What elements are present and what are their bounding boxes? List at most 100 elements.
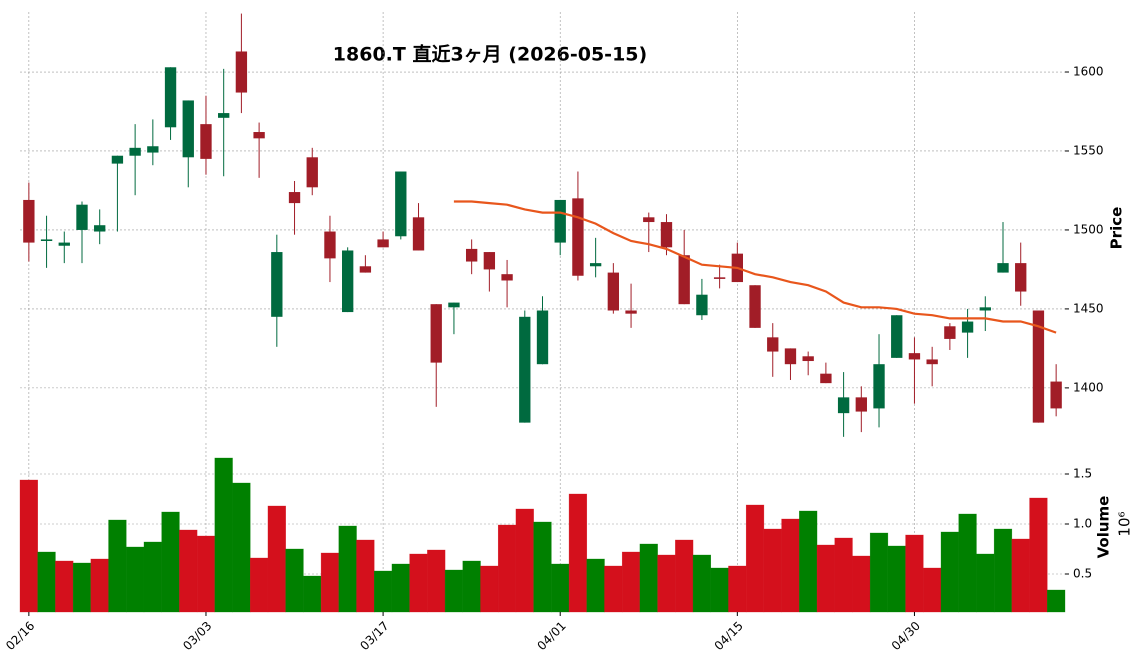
volume-bar [480, 565, 499, 613]
candle-body [129, 147, 141, 156]
volume-bar [72, 562, 92, 613]
volume-bar [781, 518, 800, 613]
volume-bar [675, 539, 694, 613]
candle-body [235, 51, 248, 93]
volume-bar [958, 513, 977, 613]
candle-body [944, 326, 956, 339]
candle-body [58, 242, 70, 246]
volume-bar [90, 558, 109, 613]
candle-body [713, 277, 726, 279]
candle-body [961, 321, 974, 333]
chart-title: 1860.T 直近3ヶ月 (2026-05-15) [333, 43, 647, 66]
volume-bar [409, 553, 428, 613]
candle-body [306, 157, 318, 188]
volume-bar [604, 565, 623, 613]
volume-bar [214, 457, 233, 613]
y-tick-label: 1.5 [1073, 467, 1092, 481]
volume-bar [427, 549, 446, 613]
volume-bar [338, 525, 357, 613]
candle-body [554, 199, 566, 243]
candle-body [997, 263, 1009, 273]
volume-bar [19, 479, 38, 613]
candle-body [519, 316, 531, 423]
candle-body [749, 285, 761, 328]
y-tick-label: 1400 [1073, 380, 1104, 394]
volume-bar [745, 504, 765, 613]
candle-body [891, 315, 903, 358]
volume-bar [657, 554, 676, 613]
candle-body [430, 304, 442, 363]
candle-body [979, 307, 991, 311]
volume-bar [161, 511, 180, 613]
volume-bar [976, 553, 995, 613]
volume-bar [834, 537, 853, 613]
volume-bar [515, 508, 534, 613]
volume-bar [533, 521, 552, 613]
volume-bar [303, 575, 322, 613]
candle-body [607, 272, 620, 311]
volume-bar [143, 541, 162, 613]
volume-bar [250, 557, 269, 613]
candle-body [660, 222, 673, 248]
candle-body [182, 100, 194, 158]
y-tick-label: 1.0 [1073, 517, 1092, 531]
volume-bar [196, 535, 216, 613]
volume-bar [320, 552, 340, 613]
candle-body [501, 274, 513, 281]
candle-body [1032, 310, 1045, 423]
candle-body [784, 348, 797, 365]
candle-body [253, 132, 265, 139]
candle-body [802, 356, 814, 362]
volume-bar [551, 563, 570, 613]
candle-body [855, 397, 867, 412]
volume-bar [462, 560, 481, 613]
moving-average-line [453, 200, 1057, 334]
volume-bar [232, 482, 251, 613]
x-tick-label: 04/30 [889, 619, 923, 653]
candle-body [767, 337, 779, 352]
candle-body [76, 204, 88, 230]
candle-body [94, 225, 106, 232]
candle-body [625, 310, 637, 314]
volume-bar [869, 532, 889, 613]
x-tick-label: 04/01 [534, 619, 568, 653]
volume-bar [391, 563, 410, 613]
volume-bar [852, 555, 871, 613]
volume-bar [55, 560, 74, 613]
volume-bar [763, 528, 782, 613]
volume-bar [816, 544, 835, 613]
volume-bar [799, 510, 818, 613]
candle-body [643, 217, 655, 223]
volume-bar [373, 570, 393, 613]
candle-body [40, 239, 53, 242]
volume-bar [692, 554, 712, 613]
volume-bar [586, 558, 605, 613]
candle-body [111, 155, 124, 164]
volume-bar [1011, 538, 1030, 613]
volume-bar [1029, 497, 1048, 613]
volume-bar [1047, 589, 1066, 613]
volume-bar [497, 524, 517, 613]
x-tick-label: 03/03 [180, 619, 214, 653]
candle-body [820, 373, 832, 384]
volume-bar [267, 505, 286, 613]
candle-body [377, 239, 389, 248]
candle-body [23, 199, 35, 243]
volume-bar [940, 531, 959, 613]
candle-body [1050, 381, 1062, 409]
volume-bar [356, 539, 375, 613]
volume-bar [923, 567, 942, 613]
candle-body [572, 198, 584, 276]
volume-bar [37, 551, 56, 613]
price-axis-label: Price [1108, 207, 1126, 250]
candle-body [678, 255, 690, 305]
candle-body [271, 252, 283, 317]
volume-bar [108, 519, 127, 613]
y-tick-label: 1500 [1073, 222, 1104, 236]
y-tick-label: 0.5 [1073, 567, 1092, 581]
volume-bar [179, 529, 198, 613]
volume-bar [444, 569, 464, 613]
volume-bar [621, 551, 641, 613]
